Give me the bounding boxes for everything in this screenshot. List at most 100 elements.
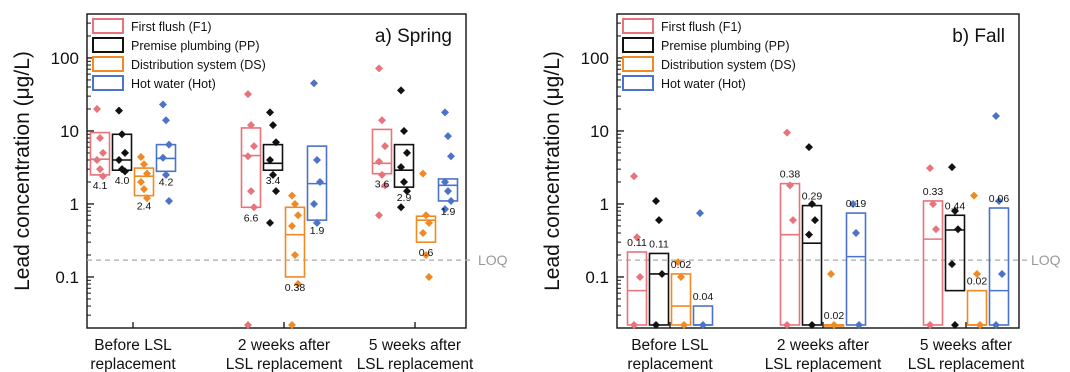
median-value-label: 0.6 [419,247,434,259]
data-point-F1 [99,172,107,181]
data-point-Hot [310,79,318,88]
data-point-Hot [852,229,860,238]
legend-label-Hot: Hot water (Hot) [661,77,746,91]
data-point-F1 [250,203,258,212]
box-PP [393,143,415,188]
data-point-Hot [441,205,449,214]
data-point-Hot [313,156,321,165]
data-point-PP [652,196,660,205]
legend-swatch-Hot [622,75,654,91]
data-point-Hot [162,170,170,179]
median-value-label: 1.9 [310,225,325,237]
x-category-label: 5 weeks after [920,337,1012,354]
data-point-F1 [247,187,255,196]
data-point-PP [403,148,411,157]
data-point-DS [137,177,145,186]
data-point-F1 [244,320,252,329]
data-point-PP [121,148,129,157]
data-point-F1 [783,128,791,137]
data-point-PP [397,203,405,212]
median-value-label: 0.11 [649,238,669,250]
data-point-F1 [93,156,101,165]
data-point-PP [954,225,962,234]
median-value-label: 0.29 [802,191,823,203]
data-point-DS [970,191,978,200]
data-point-PP [948,163,956,172]
data-point-DS [143,194,151,203]
legend-swatch-DS [622,56,654,72]
data-point-DS [976,320,984,329]
x-category-label: 2 weeks after [777,337,869,354]
data-point-PP [272,187,280,196]
y-tick-label: 10 [590,122,609,141]
data-point-PP [272,138,280,147]
box-F1 [779,182,801,326]
data-point-F1 [93,104,101,113]
data-point-DS [422,211,430,220]
box-Hot [988,207,1010,326]
data-point-F1 [99,148,107,157]
data-point-F1 [250,142,258,151]
legend-swatch-F1 [92,18,124,34]
data-point-PP [400,177,408,186]
box-F1 [240,127,262,209]
data-point-Hot [165,196,173,205]
legend-swatch-DS [92,56,124,72]
median-value-label: 0.38 [285,282,306,294]
legend-swatch-PP [622,37,654,53]
x-category-label: LSL replacement [908,356,1025,372]
data-point-F1 [633,233,641,242]
x-category-label: LSL replacement [765,356,882,372]
data-point-F1 [926,320,934,329]
box-DS [966,289,988,326]
x-category-label: Before LSL [94,337,172,354]
data-point-Hot [441,177,449,186]
y-axis-title: Lead concentration (μg/L) [11,51,34,291]
data-point-F1 [786,181,794,190]
median-value-label: 4.0 [115,175,130,187]
legend-swatch-Hot [92,75,124,91]
data-point-PP [397,86,405,95]
data-point-PP [403,187,411,196]
data-point-DS [137,152,145,161]
median-value-label: 4.2 [159,176,174,188]
box-F1 [371,128,393,175]
panel-title: b) Fall [952,26,1005,47]
chart-panel-spring: 0.1 1 10 100 Lead concentration (μg/L) a) Spr… [11,13,508,372]
median-value-label: 6.6 [244,212,259,224]
data-point-Hot [310,199,318,208]
box-PP [262,143,284,172]
legend-label-DS: Distribution system (DS) [131,58,266,72]
legend-label-F1: First flush (F1) [131,20,212,34]
data-point-PP [266,108,274,117]
data-point-Hot [444,187,452,196]
data-point-PP [808,199,816,208]
data-point-Hot [995,196,1003,205]
data-point-PP [115,106,123,115]
box-DS [284,206,306,278]
data-point-F1 [630,320,638,329]
panel-title: a) Spring [375,26,452,47]
box-DS [670,273,692,326]
data-point-PP [400,126,408,135]
data-point-PP [397,163,405,172]
box-F1 [922,200,944,326]
x-category-label: Before LSL [631,337,709,354]
x-category-label: 2 weeks after [238,337,330,354]
data-point-PP [805,230,813,239]
data-point-DS [288,320,296,329]
data-point-DS [674,258,682,267]
data-point-F1 [375,64,383,73]
median-value-label: 0.33 [923,186,944,198]
data-point-DS [291,199,299,208]
y-tick-label: 0.1 [585,268,609,287]
data-point-F1 [247,121,255,130]
legend-swatch-PP [92,37,124,53]
data-point-PP [115,156,123,165]
median-value-label: 2.9 [397,192,412,204]
data-point-Hot [447,152,455,161]
plot-frame [86,13,467,329]
median-value-label: 0.06 [989,193,1010,205]
